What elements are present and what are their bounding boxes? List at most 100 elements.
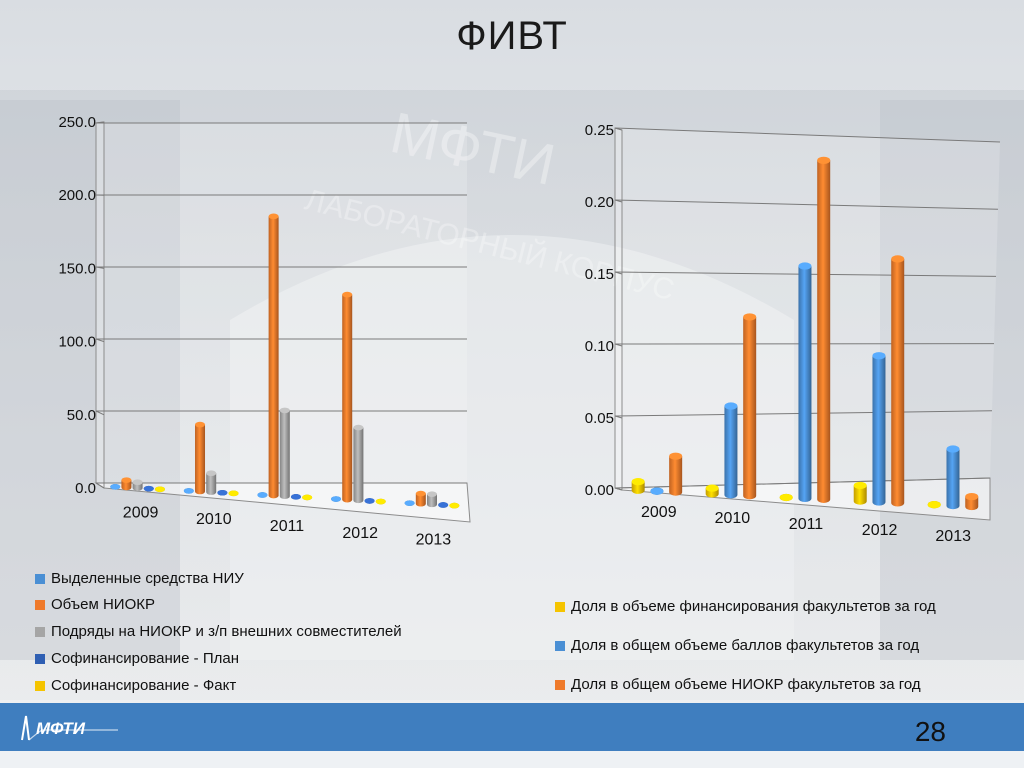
chart2-gridline-side [614, 127, 623, 131]
legend-label: Софинансирование - Факт [51, 677, 237, 694]
chart2-ytick-label: 0.05 [585, 410, 614, 427]
chart1-back-wall [96, 123, 467, 483]
chart2-gridline-side [614, 343, 623, 347]
legend-swatch [555, 679, 565, 690]
legend-label: Выделенные средства НИУ [51, 570, 244, 587]
chart2-bar [891, 255, 905, 507]
footer-strip [0, 751, 1024, 768]
chart2-gridline [614, 199, 999, 210]
chart1-bar [217, 489, 228, 496]
chart1-bar [257, 492, 268, 498]
legend-swatch [35, 573, 45, 584]
chart1-bar [228, 490, 239, 497]
chart1-gridline-side [95, 338, 105, 343]
legend-item: Подряды на НИОКР и з/п внешних совместит… [35, 623, 402, 640]
legend-swatch [35, 599, 45, 610]
legend-label: Подряды на НИОКР и з/п внешних совместит… [51, 623, 402, 640]
chart1-bar [143, 485, 154, 492]
chart1-category-label: 2009 [123, 504, 159, 521]
chart2-gridline-side [614, 415, 623, 419]
legend-swatch [555, 640, 565, 651]
chart1-category-label: 2012 [342, 525, 378, 542]
chart2-side-wall [614, 127, 623, 491]
chart1-bar [415, 490, 426, 507]
chart1-bar [121, 477, 132, 491]
mipt-logo: МФТИ [21, 715, 118, 741]
legend-swatch [35, 653, 45, 664]
chart2-bar [946, 445, 960, 510]
chart1-bar [206, 470, 217, 495]
chart1-ytick-label: 50.0 [67, 407, 96, 424]
legend-label: Софинансирование - План [51, 650, 240, 667]
legend-swatch [35, 626, 45, 637]
legend-item: Софинансирование - Факт [35, 677, 236, 694]
chart2-category-label: 2011 [789, 516, 824, 533]
chart1-ytick-label: 250.0 [58, 114, 96, 131]
chart2-bar [872, 352, 886, 506]
chart2-gridline-side [614, 199, 623, 203]
chart2-ytick-label: 0.10 [585, 338, 614, 355]
chart2-category-label: 2012 [862, 522, 898, 539]
chart1-gridline-side [95, 410, 105, 416]
chart2-gridline-side [614, 487, 623, 491]
chart1-bar [353, 424, 364, 504]
chart2-bar [965, 492, 979, 511]
chart1-bar [375, 498, 386, 505]
chart1-category-label: 2013 [416, 532, 452, 549]
chart2-bar [927, 501, 941, 509]
legend-swatch [35, 680, 45, 691]
chart2-category-label: 2013 [935, 528, 971, 545]
chart1-bar [132, 479, 143, 491]
chart1-bar [427, 491, 437, 508]
chart1-gridline-side [95, 482, 105, 489]
chart2-bar [798, 262, 812, 503]
legend-label: Доля в общем объеме НИОКР факультетов за… [571, 676, 921, 693]
legend-item: Доля в общем объеме баллов факультетов з… [555, 637, 919, 654]
chart1-gridline-side [95, 121, 105, 124]
legend-item: Софинансирование - План [35, 650, 239, 667]
chart2-bar [650, 487, 664, 495]
chart1-bar [438, 502, 449, 508]
chart2-ytick-label: 0.20 [585, 194, 614, 211]
footer-bar [0, 703, 1024, 751]
chart2-ytick-label: 0.15 [585, 266, 614, 283]
chart1-ytick-label: 200.0 [58, 187, 96, 204]
chart2-bar [817, 156, 831, 503]
chart1-bar [342, 291, 353, 503]
logo-text: МФТИ [36, 719, 86, 738]
chart2-bar [669, 452, 683, 496]
chart2-category-label: 2010 [715, 510, 751, 527]
chart2-bar [743, 313, 757, 500]
background-building: МФТИ ЛАБОРАТОРНЫЙ КОРПУС [0, 90, 1024, 700]
chart1-bar [331, 496, 342, 502]
chart2-gridline [614, 127, 1001, 143]
chart2-bar [631, 478, 645, 494]
chart1-bar [290, 494, 301, 500]
chart1-ytick-label: 150.0 [58, 260, 96, 277]
chart1-bar [364, 498, 375, 504]
chart1-bar [279, 407, 290, 500]
chart2-bar [779, 493, 793, 502]
legend-label: Доля в общем объеме баллов факультетов з… [571, 637, 920, 654]
chart1-bar [404, 500, 415, 506]
chart1-category-label: 2011 [270, 518, 305, 535]
chart1-bar [110, 483, 121, 490]
chart2-bar [724, 402, 738, 499]
legend-item: Доля в общем объеме НИОКР факультетов за… [555, 676, 921, 693]
chart1-bar [302, 494, 313, 501]
chart1-bar [195, 421, 206, 495]
legend-swatch [555, 601, 565, 612]
chart2-bar [853, 481, 867, 505]
slide-title: ФИВТ [456, 14, 568, 58]
chart1-category-label: 2010 [196, 511, 232, 528]
chart1-bar [154, 486, 165, 493]
chart2-ytick-label: 0.00 [585, 482, 614, 499]
legend-item: Доля в объеме финансирования факультетов… [555, 598, 936, 615]
legend-item: Выделенные средства НИУ [35, 570, 244, 587]
chart1-bar [268, 213, 279, 499]
page-number: 28 [914, 716, 946, 747]
legend-item: Объем НИОКР [35, 596, 155, 613]
chart2-category-label: 2009 [641, 504, 677, 521]
